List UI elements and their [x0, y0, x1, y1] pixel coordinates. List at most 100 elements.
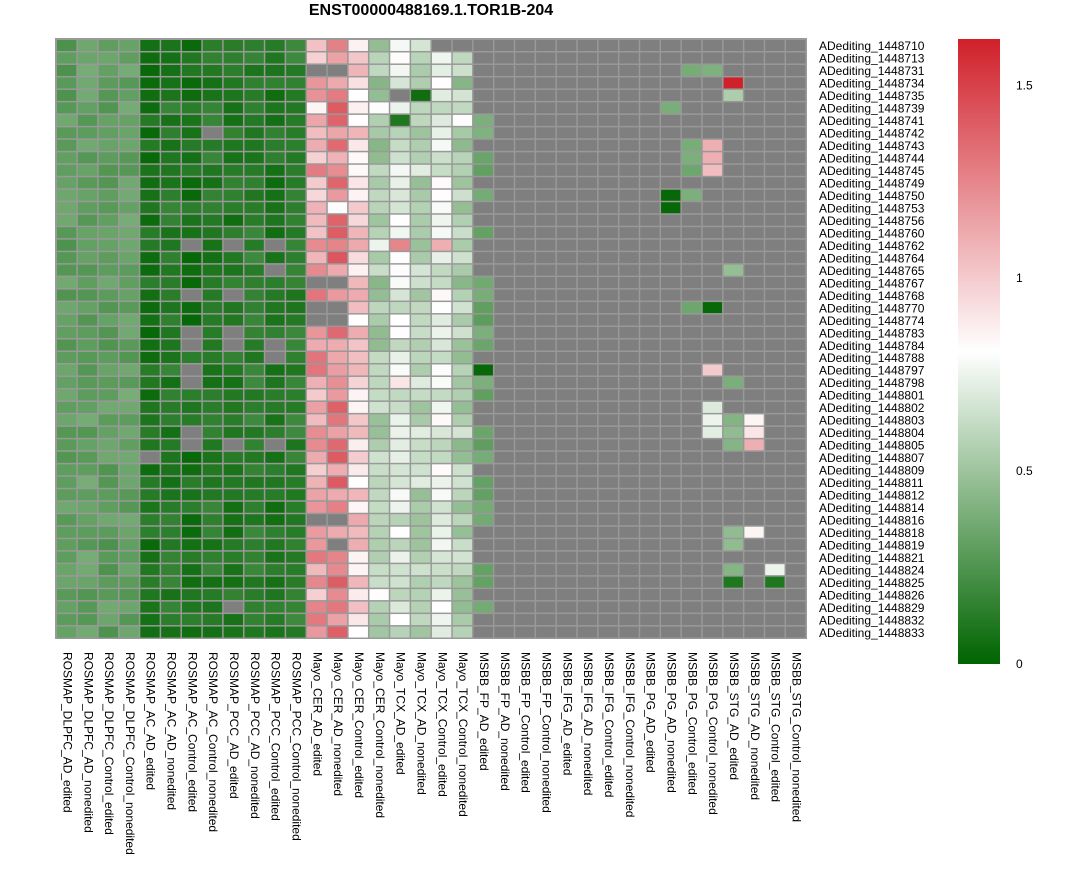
heatmap-cell — [723, 376, 743, 388]
heatmap-cell — [598, 451, 618, 463]
heatmap-cell — [119, 564, 139, 576]
heatmap-cell — [77, 77, 98, 89]
heatmap-cell — [473, 589, 493, 601]
heatmap-cell — [640, 576, 660, 588]
heatmap-cell — [515, 139, 535, 151]
heatmap-cell — [556, 214, 577, 226]
heatmap-cell — [598, 539, 618, 551]
heatmap-cell — [702, 277, 723, 289]
heatmap-cell — [161, 339, 181, 351]
heatmap-cell — [661, 376, 681, 388]
heatmap-cell — [223, 139, 243, 151]
column-label: ROSMAP_DLPFC_AD_nonedited — [81, 652, 95, 833]
heatmap-cell — [327, 501, 348, 513]
heatmap-cell — [57, 501, 77, 513]
heatmap-cell — [786, 401, 806, 413]
heatmap-cell — [390, 352, 410, 363]
heatmap-cell — [286, 589, 306, 601]
heatmap-cell — [723, 264, 743, 276]
heatmap-cell — [202, 64, 223, 76]
heatmap-cell — [411, 114, 431, 126]
heatmap-cell — [640, 451, 660, 463]
heatmap-cell — [431, 289, 452, 301]
heatmap-cell — [661, 614, 681, 626]
heatmap-cell — [473, 401, 493, 413]
heatmap-cell — [57, 514, 77, 526]
heatmap-cell — [369, 289, 389, 301]
heatmap-cell — [327, 539, 348, 551]
heatmap-cell — [390, 202, 410, 214]
heatmap-cell — [702, 501, 723, 513]
heatmap-cell — [286, 451, 306, 463]
heatmap-cell — [181, 601, 202, 613]
heatmap-cell — [348, 40, 368, 51]
heatmap-cell — [161, 289, 181, 301]
heatmap-cell — [661, 127, 681, 139]
heatmap-cell — [369, 77, 389, 89]
heatmap-cell — [536, 164, 556, 176]
heatmap-cell — [306, 314, 327, 326]
heatmap-cell — [556, 139, 577, 151]
heatmap-cell — [181, 376, 202, 388]
heatmap-cell — [369, 489, 389, 501]
heatmap-cell — [661, 139, 681, 151]
heatmap-cell — [702, 626, 723, 638]
heatmap-cell — [765, 501, 785, 513]
heatmap-cell — [786, 89, 806, 101]
heatmap-cell — [286, 89, 306, 101]
heatmap-cell — [431, 252, 452, 264]
heatmap-cell — [77, 289, 98, 301]
heatmap-cell — [161, 77, 181, 89]
heatmap-cell — [452, 414, 473, 426]
heatmap-cell — [515, 77, 535, 89]
heatmap-cell — [619, 189, 639, 201]
heatmap-cell — [202, 277, 223, 289]
heatmap-cell — [286, 401, 306, 413]
heatmap-cell — [223, 601, 243, 613]
heatmap-cell — [536, 114, 556, 126]
heatmap-cell — [744, 376, 764, 388]
heatmap-cell — [598, 164, 618, 176]
heatmap-cell — [140, 302, 160, 314]
heatmap-cell — [369, 139, 389, 151]
heatmap-cell — [306, 626, 327, 638]
heatmap-cell — [265, 52, 285, 64]
heatmap-cell — [452, 339, 473, 351]
heatmap-cell — [515, 289, 535, 301]
heatmap-cell — [327, 214, 348, 226]
heatmap-cell — [556, 564, 577, 576]
heatmap-cell — [161, 52, 181, 64]
heatmap-cell — [452, 177, 473, 189]
heatmap-cell — [57, 189, 77, 201]
heatmap-cell — [390, 551, 410, 563]
legend-tick-label: 0 — [1016, 657, 1023, 671]
heatmap-cell — [119, 451, 139, 463]
heatmap-cell — [661, 451, 681, 463]
heatmap-cell — [369, 576, 389, 588]
heatmap-cell — [181, 414, 202, 426]
heatmap-cell — [702, 401, 723, 413]
heatmap-cell — [140, 576, 160, 588]
heatmap-cell — [619, 364, 639, 376]
heatmap-cell — [577, 501, 598, 513]
heatmap-cell — [57, 589, 77, 601]
heatmap-cell — [265, 464, 285, 476]
heatmap-cell — [765, 376, 785, 388]
heatmap-cell — [515, 526, 535, 538]
heatmap-cell — [515, 352, 535, 363]
heatmap-cell — [286, 314, 306, 326]
heatmap-cell — [327, 489, 348, 501]
heatmap-cell — [577, 89, 598, 101]
heatmap-cell — [265, 551, 285, 563]
heatmap-cell — [723, 426, 743, 438]
heatmap-cell — [411, 77, 431, 89]
heatmap-cell — [265, 64, 285, 76]
heatmap-cell — [98, 139, 118, 151]
heatmap-cell — [140, 339, 160, 351]
row-label: ADediting_1448743 — [819, 139, 925, 153]
heatmap-cell — [681, 89, 702, 101]
heatmap-cell — [244, 526, 264, 538]
heatmap-cell — [744, 364, 764, 376]
heatmap-cell — [77, 127, 98, 139]
heatmap-cell — [244, 464, 264, 476]
